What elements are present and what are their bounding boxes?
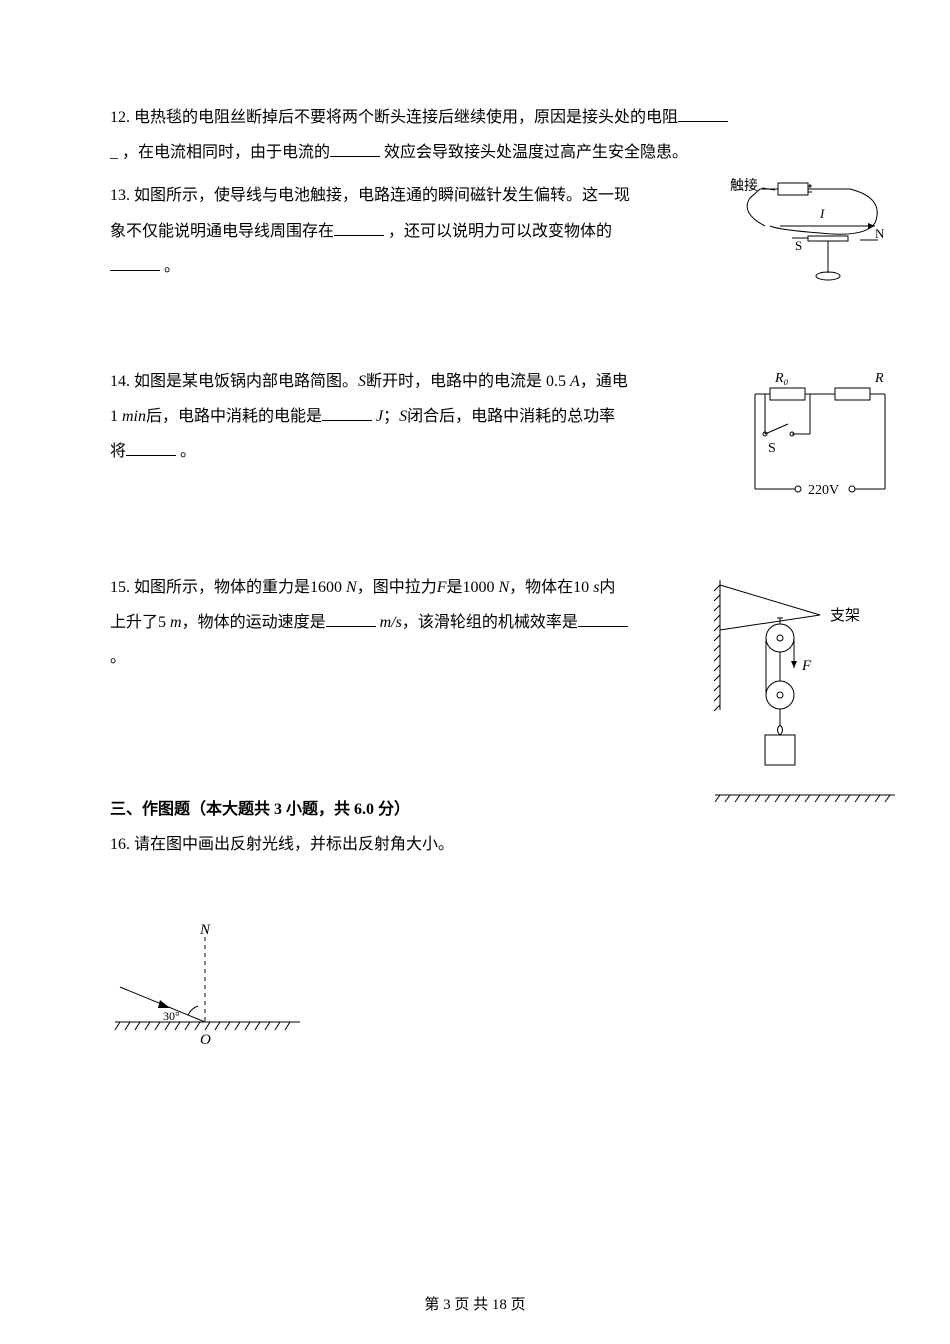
figure-15: 支架 F xyxy=(710,570,900,810)
q13-text-2: ，还可以说明力可以改变物体的 xyxy=(388,223,612,240)
q14-blank-2 xyxy=(126,440,176,456)
q15-text-8: 。 xyxy=(110,649,126,666)
fig16-label-O: O xyxy=(200,1032,211,1048)
q15-N2: N xyxy=(499,579,510,596)
q12-blank-2 xyxy=(330,141,380,157)
fig15-label-bracket: 支架 xyxy=(830,607,860,624)
question-14: 14. 如图是某电饭锅内部电路简图。S断开时，电路中的电流是 0.5 A，通电1… xyxy=(110,364,840,470)
q16-number: 16. xyxy=(110,836,130,853)
fig14-label-R: R xyxy=(874,371,884,386)
q12-text-2: ，在电流相同时，由于电流的 xyxy=(122,144,330,161)
q14-text-7: 。 xyxy=(180,443,196,460)
q13-number: 13. xyxy=(110,187,130,204)
question-13: 13. 如图所示，使导线与电池触接，电路连通的瞬间磁针发生偏转。这一现象不仅能说… xyxy=(110,178,840,284)
q13-text-3: 。 xyxy=(164,258,180,275)
q12-underscore: _ xyxy=(110,144,122,161)
q15-text-7: ，该滑轮组的机械效率是 xyxy=(402,614,578,631)
fig15-label-F: F xyxy=(801,658,812,674)
q15-ms: m/s xyxy=(380,614,402,631)
q14-text-block: 14. 如图是某电饭锅内部电路简图。S断开时，电路中的电流是 0.5 A，通电1… xyxy=(110,364,630,470)
q15-blank-2 xyxy=(578,611,628,627)
fig14-label-R0: R₀ xyxy=(774,371,789,386)
q13-text-block: 13. 如图所示，使导线与电池触接，电路连通的瞬间磁针发生偏转。这一现象不仅能说… xyxy=(110,178,630,284)
page-footer: 第 3 页 共 18 页 xyxy=(0,1293,950,1314)
q12-text-1: 电热毯的电阻丝断掉后不要将两个断头连接后继续使用，原因是接头处的电阻 xyxy=(134,109,678,126)
q15-text-3: 是1000 xyxy=(446,579,494,596)
q13-blank-2 xyxy=(110,255,160,271)
question-12: 12. 电热毯的电阻丝断掉后不要将两个断头连接后继续使用，原因是接头处的电阻 _… xyxy=(110,100,840,170)
figure-13: I S N 触接 xyxy=(720,178,900,288)
q14-blank-1 xyxy=(322,405,372,421)
q14-current: 0.5 xyxy=(546,373,566,390)
fig16-label-angle: 30° xyxy=(163,1009,180,1023)
fig13-label-I: I xyxy=(819,206,825,221)
q15-m: m xyxy=(170,614,182,631)
fig16-label-N: N xyxy=(199,922,211,938)
fig13-label-N: N xyxy=(875,226,885,241)
q14-min: min xyxy=(122,408,146,425)
q12-text-3: 效应会导致接头处温度过高产生安全隐患。 xyxy=(384,144,688,161)
q14-text-2: 断开时，电路中的电流是 xyxy=(366,373,542,390)
fig14-label-voltage: 220V xyxy=(808,483,839,498)
q12-blank-1 xyxy=(678,106,728,122)
q15-number: 15. xyxy=(110,579,130,596)
q15-text-6: ，物体的运动速度是 xyxy=(182,614,326,631)
figure-14: R₀ R S 220V xyxy=(740,364,900,514)
question-16: 16. 请在图中画出反射光线，并标出反射角大小。 N 30° xyxy=(110,827,840,1052)
q15-text-4: ，物体在10 xyxy=(509,579,589,596)
q14-text-5: ； xyxy=(383,408,399,425)
q14-text-1: 如图是某电饭锅内部电路简图。 xyxy=(134,373,358,390)
question-15: 15. 如图所示，物体的重力是1600 N，图中拉力F是1000 N，物体在10… xyxy=(110,570,840,676)
q15-text-block: 15. 如图所示，物体的重力是1600 N，图中拉力F是1000 N，物体在10… xyxy=(110,570,630,676)
q15-blank-1 xyxy=(326,611,376,627)
q16-text: 请在图中画出反射光线，并标出反射角大小。 xyxy=(134,836,454,853)
figure-16: N 30° xyxy=(110,922,310,1052)
q14-number: 14. xyxy=(110,373,130,390)
q15-text-2: ，图中拉力 xyxy=(357,579,437,596)
q14-S1: S xyxy=(358,373,366,390)
q14-A: A xyxy=(570,373,580,390)
fig13-label-S: S xyxy=(795,238,802,253)
q12-number: 12. xyxy=(110,109,130,126)
q13-blank-1 xyxy=(334,220,384,236)
fig13-label-contact: 触接 xyxy=(730,178,758,194)
q15-N1: N xyxy=(346,579,357,596)
q14-S2: S xyxy=(399,408,407,425)
q14-text-4: 后，电路中消耗的电能是 xyxy=(146,408,322,425)
q15-text-1: 如图所示，物体的重力是1600 xyxy=(134,579,342,596)
fig14-label-S: S xyxy=(768,441,776,456)
